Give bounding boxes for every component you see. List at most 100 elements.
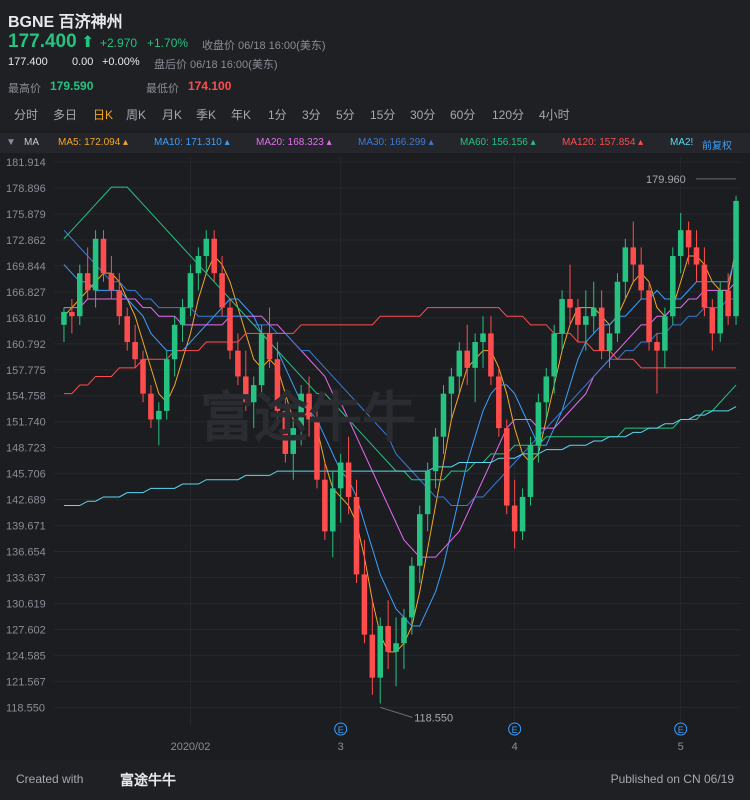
- candle-body: [219, 273, 225, 308]
- candle-body: [701, 264, 708, 308]
- low-label: 最低价: [146, 83, 179, 95]
- candle-body: [266, 333, 273, 360]
- candle-body: [211, 238, 217, 274]
- tab-12[interactable]: 60分: [450, 108, 476, 122]
- tab-8[interactable]: 3分: [302, 108, 321, 122]
- y-tick-label: 154.758: [6, 391, 46, 403]
- period-tabs: 分时 多日 日K 周K 月K 季K 年K 1分 3分 5分 15分 30分 60分 120分 4小时: [0, 106, 750, 128]
- up-arrow-icon: ⬆: [81, 34, 95, 51]
- y-tick-label: 133.637: [6, 573, 46, 585]
- candle-body: [654, 342, 660, 351]
- tab-0[interactable]: 分时: [14, 108, 39, 122]
- candle-body: [527, 445, 534, 497]
- event-marker-label: E: [678, 725, 684, 735]
- candle-body: [630, 247, 637, 265]
- tab-6[interactable]: 年K: [231, 108, 252, 122]
- price-change-pct: +1.70%: [147, 36, 189, 50]
- tab-3[interactable]: 周K: [126, 108, 147, 122]
- event-marker-icon: [674, 722, 688, 736]
- ma-legend-1[interactable]: MA10: 171.310 ▴: [154, 137, 230, 148]
- candle-body: [132, 342, 138, 360]
- candle-body: [401, 617, 407, 644]
- y-tick-label: 175.879: [6, 209, 46, 221]
- high-label: 最高价: [8, 83, 41, 95]
- candle-body: [717, 290, 723, 334]
- tab-9[interactable]: 5分: [336, 108, 355, 122]
- ma-toggle[interactable]: MA: [24, 137, 39, 148]
- candle-body: [393, 643, 399, 652]
- ma-legend-3[interactable]: MA30: 166.299 ▴: [358, 137, 434, 148]
- tab-5[interactable]: 季K: [196, 108, 217, 122]
- stock-title: BGNE 百济神州: [8, 14, 123, 31]
- y-tick-label: 139.671: [6, 521, 46, 533]
- tab-4[interactable]: 月K: [162, 108, 183, 122]
- candle-body: [187, 273, 194, 308]
- y-tick-label: 151.740: [6, 417, 46, 429]
- tab-7[interactable]: 1分: [268, 108, 287, 122]
- candle-body: [448, 376, 455, 394]
- candle-body: [464, 350, 470, 368]
- candle-body: [535, 402, 542, 446]
- footer: Created with 富途牛牛 Published on CN 06/19: [0, 760, 750, 800]
- tab-14[interactable]: 4小时: [539, 108, 570, 122]
- candle-body: [306, 393, 312, 420]
- tab-2[interactable]: 日K: [93, 108, 114, 122]
- y-tick-label: 160.792: [6, 339, 46, 351]
- ma-legend-2[interactable]: MA20: 168.323 ▴: [256, 137, 332, 148]
- candle-body: [274, 359, 281, 411]
- ma-line-ma10: [63, 255, 737, 627]
- ma-legend-4[interactable]: MA60: 156.156 ▴: [460, 137, 536, 148]
- ma-legend-0[interactable]: MA5: 172.094 ▴: [58, 137, 129, 148]
- candle-body: [369, 634, 376, 678]
- candle-body: [148, 393, 154, 420]
- candle-body: [575, 307, 581, 325]
- candle-body: [670, 255, 676, 317]
- ma-legend-5[interactable]: MA120: 157.854 ▴: [562, 137, 644, 148]
- y-tick-label: 169.844: [6, 261, 46, 273]
- candle-body: [100, 238, 107, 274]
- ma-bar: ▼ MA 前复权 MA5: 172.094 ▴ MA10: 171.310 ▴ MA…: [0, 133, 750, 153]
- annotation-low: 118.550: [414, 712, 453, 724]
- restore-button[interactable]: 前复权: [702, 141, 732, 152]
- y-tick-label: 118.550: [6, 702, 45, 714]
- candle-body: [235, 350, 241, 377]
- candle-body: [345, 462, 352, 497]
- candle-body: [662, 316, 668, 351]
- y-tick-label: 121.567: [6, 676, 46, 688]
- candle-body: [543, 376, 550, 403]
- candle-body: [693, 247, 700, 265]
- candle-body: [503, 428, 510, 506]
- ma-legend-6[interactable]: MA2!: [670, 137, 694, 148]
- candle-body: [314, 419, 320, 480]
- candle-body: [227, 307, 233, 351]
- candle-body: [725, 290, 731, 317]
- tab-1[interactable]: 多日: [53, 108, 78, 122]
- last-price: 177.400: [8, 31, 77, 52]
- candle-body: [606, 333, 613, 351]
- tab-10[interactable]: 15分: [370, 108, 396, 122]
- brand-logo: 富途牛牛: [120, 772, 176, 788]
- ma-toggle-icon[interactable]: ▼: [6, 137, 16, 148]
- high-value: 179.590: [50, 79, 94, 93]
- candle-body: [258, 333, 265, 386]
- tab-13[interactable]: 120分: [492, 108, 525, 122]
- candle-body: [243, 376, 249, 403]
- event-marker-label: E: [512, 725, 518, 735]
- candle-body: [409, 565, 415, 618]
- candle-body: [108, 273, 115, 291]
- candlestick-chart: 富途牛牛 181.914 178.896 175.879 172.862 169.844…: [0, 153, 750, 760]
- candle-body: [709, 307, 716, 334]
- candle-body: [511, 505, 518, 532]
- tab-11[interactable]: 30分: [410, 108, 436, 122]
- candle-body: [622, 247, 629, 282]
- candle-body: [61, 311, 67, 325]
- candle-body: [353, 496, 360, 575]
- candle-body: [583, 316, 589, 325]
- candle-body: [140, 359, 146, 394]
- published-label: Published on CN 06/19: [610, 772, 734, 786]
- ma-line-ma20: [63, 281, 737, 558]
- candle-body: [496, 376, 502, 429]
- candle-body: [77, 273, 83, 317]
- candle-body: [472, 342, 478, 368]
- ma-line-ma30: [63, 229, 737, 507]
